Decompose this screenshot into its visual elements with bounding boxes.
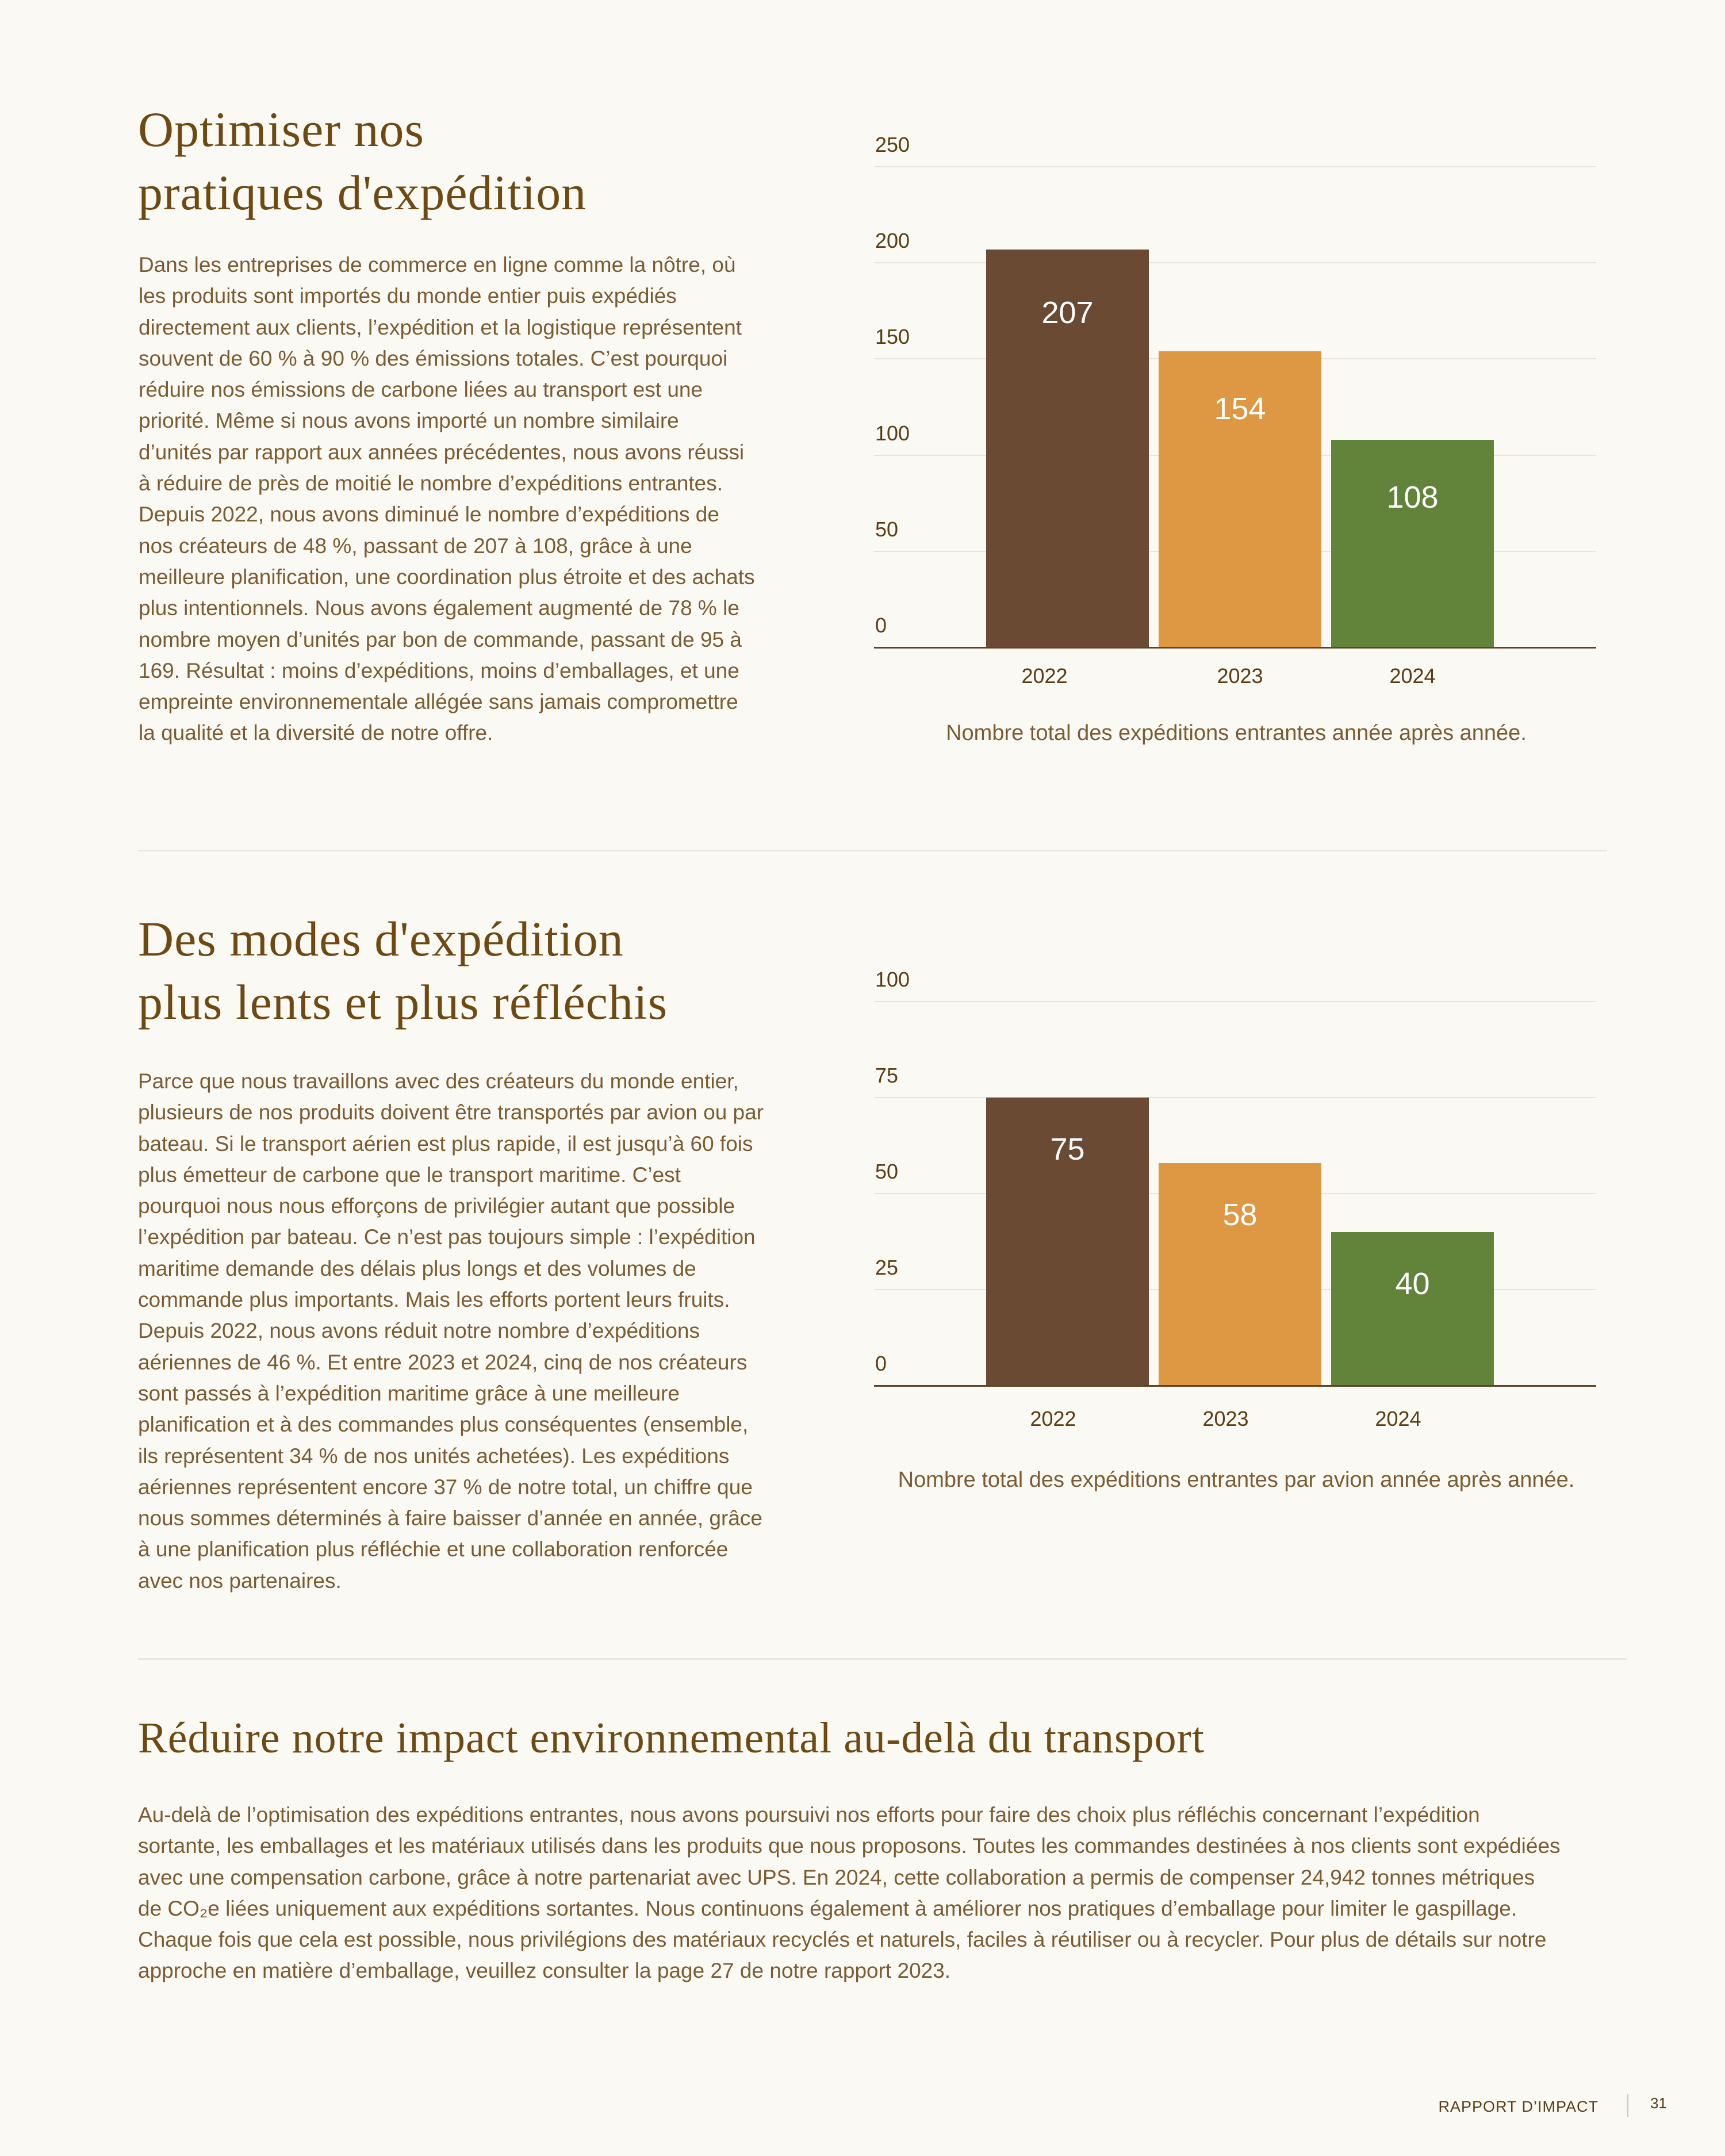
bar-value-label: 207 (1041, 295, 1094, 330)
body-line: directement aux clients, l’expédition et… (139, 315, 742, 339)
x-tick-label: 2022 (1030, 1407, 1076, 1430)
section2-body: Parce que nous travaillons avec des créa… (138, 1066, 811, 1597)
y-tick-label: 25 (875, 1256, 899, 1279)
gridline (874, 262, 1596, 264)
page-number: 31 (1650, 2094, 1667, 2112)
x-tick-label: 2022 (1021, 664, 1068, 688)
body-line: aériennes représentent encore 37 % de no… (138, 1475, 753, 1499)
body-line: plus intentionnels. Nous avons également… (139, 596, 739, 620)
y-tick-label: 150 (875, 325, 910, 349)
body-line: Dans les entreprises de commerce en lign… (139, 253, 736, 277)
section1-title-line2: pratiques d'expédition (138, 165, 587, 220)
body-line: Au-delà de l’optimisation des expédition… (138, 1803, 1480, 1827)
bar-2022: 75 (986, 1098, 1149, 1386)
section1-body: Dans les entreprises de commerce en lign… (139, 250, 794, 749)
bar-value-label: 154 (1214, 392, 1266, 427)
bar-value-label: 58 (1222, 1197, 1258, 1232)
x-axis-line (874, 1385, 1596, 1387)
chart-inbound-shipments: 0 50 100 150 200 250 207 2022 154 2023 108 2024 (874, 132, 1598, 701)
body-line: Depuis 2022, nous avons réduit notre nom… (138, 1319, 700, 1343)
y-tick-label: 250 (875, 133, 910, 156)
body-line: l’expédition par bateau. Ce n’est pas to… (138, 1225, 756, 1249)
y-tick-label: 50 (875, 517, 899, 541)
gridline (874, 166, 1596, 167)
body-line: 169. Résultat : moins d’expéditions, moi… (139, 658, 739, 682)
section-divider (138, 1658, 1627, 1660)
body-line: souvent de 60 % à 90 % des émissions tot… (139, 346, 728, 370)
x-tick-label: 2023 (1202, 1407, 1249, 1430)
section1-title-line1: Optimiser nos (138, 102, 424, 157)
chart2-caption: Nombre total des expéditions entrantes p… (898, 1468, 1575, 1492)
bar-2024: 40 (1331, 1232, 1494, 1386)
y-tick-label: 100 (875, 421, 910, 445)
footer-separator (1627, 2094, 1628, 2117)
body-line: avec nos partenaires. (138, 1568, 342, 1593)
body-line: plusieurs de nos produits doivent être t… (138, 1100, 764, 1125)
body-line: commande plus importants. Mais les effor… (138, 1288, 730, 1312)
gridline (874, 1097, 1596, 1098)
bar-2022: 207 (986, 249, 1149, 647)
body-line: planification et à des commandes plus co… (138, 1413, 749, 1437)
bar-value-label: 108 (1386, 479, 1439, 515)
section-divider (138, 850, 1607, 851)
body-line: nous sommes déterminés à faire baisser d… (138, 1506, 762, 1530)
body-line: meilleure planification, une coordinatio… (139, 565, 755, 589)
section2-title-line1: Des modes d'expédition (138, 911, 624, 966)
body-line: de CO₂e liées uniquement aux expéditions… (138, 1896, 1517, 1920)
y-tick-label: 100 (875, 968, 910, 991)
body-line: sortante, les emballages et les matériau… (138, 1834, 1561, 1858)
bar-2023: 154 (1159, 351, 1321, 647)
body-line: sont passés à l’expédition maritime grâc… (138, 1381, 680, 1405)
chart-air-shipments: 0 25 50 75 100 75 2022 58 2023 40 2024 (874, 966, 1598, 1437)
y-tick-label: 75 (875, 1064, 899, 1087)
section1-title: Optimiser nos pratiques d'expédition (138, 98, 828, 224)
body-line: d’unités par rapport aux années précéden… (139, 440, 745, 464)
x-tick-label: 2023 (1217, 664, 1263, 688)
body-line: à une planification plus réfléchie et un… (138, 1537, 729, 1562)
body-line: nos créateurs de 48 %, passant de 207 à … (139, 534, 692, 558)
body-line: à réduire de près de moitié le nombre d’… (139, 471, 723, 496)
y-tick-label: 50 (875, 1160, 899, 1183)
body-line: avec une compensation carbone, grâce à n… (138, 1865, 1535, 1889)
body-line: la qualité et la diversité de notre offr… (139, 721, 493, 745)
section2-title: Des modes d'expédition plus lents et plu… (138, 907, 885, 1034)
body-line: Parce que nous travaillons avec des créa… (138, 1069, 739, 1093)
body-line: Chaque fois que cela est possible, nous … (138, 1928, 1547, 1952)
body-line: réduire nos émissions de carbone liées a… (139, 378, 703, 402)
footer-report-label: RAPPORT D’IMPACT (1438, 2098, 1598, 2115)
body-line: plus émetteur de carbone que le transpor… (138, 1163, 681, 1187)
bar-2024: 108 (1331, 439, 1494, 647)
body-line: approche en matière d’emballage, veuille… (138, 1959, 951, 1983)
section3-title: Réduire notre impact environnemental au-… (138, 1714, 1205, 1762)
chart1-caption: Nombre total des expéditions entrantes a… (946, 721, 1527, 745)
body-line: aériennes de 46 %. Et entre 2023 et 2024… (138, 1350, 747, 1374)
gridline (874, 1001, 1596, 1002)
body-line: empreinte environnementale allégée sans … (139, 690, 738, 714)
bar-2023: 58 (1159, 1163, 1321, 1386)
x-axis-line (874, 647, 1596, 649)
y-tick-label: 0 (875, 613, 887, 637)
bar-value-label: 40 (1395, 1266, 1430, 1301)
y-tick-label: 200 (875, 229, 910, 253)
y-tick-label: 0 (875, 1352, 887, 1375)
bar-value-label: 75 (1050, 1132, 1085, 1167)
body-line: priorité. Même si nous avons importé un … (139, 409, 679, 433)
body-line: Depuis 2022, nous avons diminué le nombr… (139, 502, 719, 527)
section3-body: Au-delà de l’optimisation des expédition… (138, 1800, 1610, 1987)
x-tick-label: 2024 (1375, 1407, 1421, 1430)
x-tick-label: 2024 (1389, 664, 1436, 688)
body-line: ils représentent 34 % de nos unités ache… (138, 1444, 730, 1468)
body-line: pourquoi nous nous efforçons de privilég… (138, 1194, 735, 1218)
body-line: nombre moyen d’unités par bon de command… (139, 627, 742, 651)
body-line: bateau. Si le transport aérien est plus … (138, 1131, 753, 1156)
body-line: les produits sont importés du monde enti… (139, 284, 677, 308)
section2-title-line2: plus lents et plus réfléchis (138, 975, 668, 1030)
body-line: maritime demande des délais plus longs e… (138, 1256, 696, 1280)
